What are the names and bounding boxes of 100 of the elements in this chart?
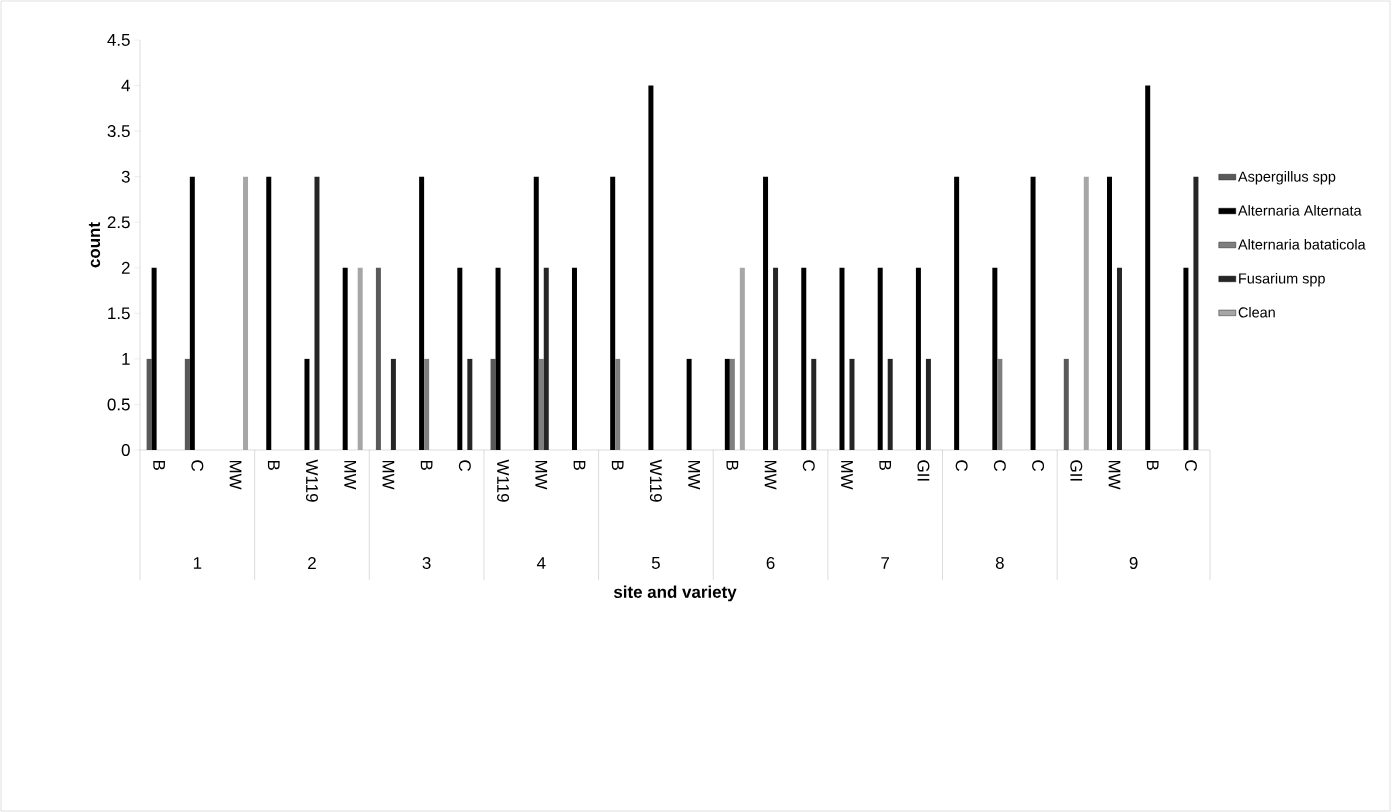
text: 6: [766, 557, 775, 569]
y-tick-label: 0: [121, 443, 130, 456]
bar: [571, 267, 577, 450]
x-tick-label: GII: [917, 460, 930, 481]
x-tick-label: C: [191, 460, 204, 472]
bar: [1183, 267, 1189, 450]
bar: [773, 267, 779, 450]
bar: [954, 176, 960, 450]
bar: [424, 358, 430, 450]
x-tick-label: MW: [344, 460, 357, 490]
bar: [1030, 176, 1036, 450]
bar: [495, 267, 501, 450]
x-tick-label: MW: [764, 460, 777, 490]
bar: [189, 176, 195, 450]
legend-label: Clean: [1238, 306, 1275, 318]
text: 3: [422, 557, 431, 569]
bar: [763, 176, 769, 450]
y-tick-label: 4.5: [107, 34, 130, 46]
x-tick-label: W119: [649, 459, 662, 502]
x-tick-label: C: [955, 460, 968, 472]
x-tick-label: C: [1032, 460, 1045, 472]
x-tick-label: B: [420, 460, 433, 470]
bar: [1116, 267, 1122, 450]
y-tick-label: 4: [121, 79, 130, 92]
bar: [887, 358, 893, 450]
bar: [146, 358, 152, 450]
text: 5: [651, 557, 660, 569]
bar: [1106, 176, 1112, 450]
bar: [992, 267, 998, 450]
x-tick-label: C: [993, 460, 1006, 472]
x-tick-label: MW: [382, 460, 395, 490]
bar: [533, 176, 539, 450]
x-tick-label: C: [458, 460, 471, 472]
bar: [839, 267, 845, 450]
x-tick-label: B: [153, 460, 165, 470]
bar: [729, 358, 735, 450]
bar: [1145, 85, 1151, 450]
x-tick-label: MW: [841, 460, 853, 490]
bar: [467, 358, 473, 450]
bar: [304, 358, 310, 450]
legend-label: Fusarium spp: [1239, 272, 1325, 287]
x-tick-label: GII: [1070, 460, 1083, 481]
bar: [1063, 358, 1069, 450]
bar: [811, 358, 817, 450]
y-tick-label: 0.5: [107, 398, 130, 411]
bar: [266, 176, 272, 450]
x-tick-label: MW: [1108, 460, 1121, 490]
bar: [538, 358, 544, 450]
y-tick-label: 3.5: [107, 125, 130, 138]
x-tick-label: W119: [497, 459, 510, 502]
x-tick-label: B: [726, 460, 739, 470]
text: 4: [536, 557, 546, 569]
x-tick-label: B: [879, 460, 892, 470]
x-tick-label: MW: [688, 460, 700, 490]
bar: [543, 267, 549, 450]
text: 7: [881, 557, 890, 569]
bar: [1193, 176, 1199, 450]
y-tick-label: 1: [122, 353, 130, 365]
bar: [184, 358, 190, 450]
bar: [151, 267, 157, 450]
y-tick-label: 2.5: [107, 216, 130, 229]
y-tick-label: 2: [121, 261, 130, 274]
bar: [390, 358, 396, 450]
y-tick-label: 1.5: [108, 307, 130, 320]
text: 1: [193, 557, 202, 569]
legend-label: Aspergillus spp: [1238, 171, 1336, 185]
x-tick-label: MW: [535, 460, 548, 490]
x-tick-label: C: [1184, 460, 1197, 472]
bar: [375, 267, 381, 450]
y-tick-label: 3: [121, 170, 130, 183]
y-axis-title: count: [88, 222, 101, 268]
x-tick-label: C: [802, 460, 815, 472]
x-axis-title: site and variety: [613, 585, 737, 602]
x-tick-label: B: [611, 460, 624, 470]
x-tick-label: B: [573, 460, 586, 470]
x-tick-label: MW: [229, 460, 242, 490]
bar: [648, 85, 654, 450]
bar: [724, 358, 730, 450]
bar: [915, 267, 921, 450]
x-tick-label: W119: [305, 459, 318, 502]
x-tick-label: B: [267, 460, 280, 470]
bar: [925, 358, 931, 450]
bar: [314, 176, 320, 450]
bar: [849, 358, 855, 450]
bar: [457, 267, 463, 450]
bar: [997, 358, 1003, 450]
bar: [877, 267, 883, 450]
text: 2: [308, 557, 316, 569]
bar: [342, 267, 348, 450]
x-tick-label: B: [1146, 460, 1159, 470]
text: 9: [1129, 557, 1138, 569]
bar: [490, 358, 496, 450]
bar: [801, 267, 807, 450]
bar: [686, 358, 692, 450]
text: 8: [995, 557, 1004, 569]
legend-label: Alternaria Alternata: [1238, 205, 1362, 216]
bar: [419, 176, 425, 450]
bar: [615, 358, 621, 450]
bar: [610, 176, 616, 450]
legend-label: Alternaria bataticola: [1238, 239, 1366, 250]
